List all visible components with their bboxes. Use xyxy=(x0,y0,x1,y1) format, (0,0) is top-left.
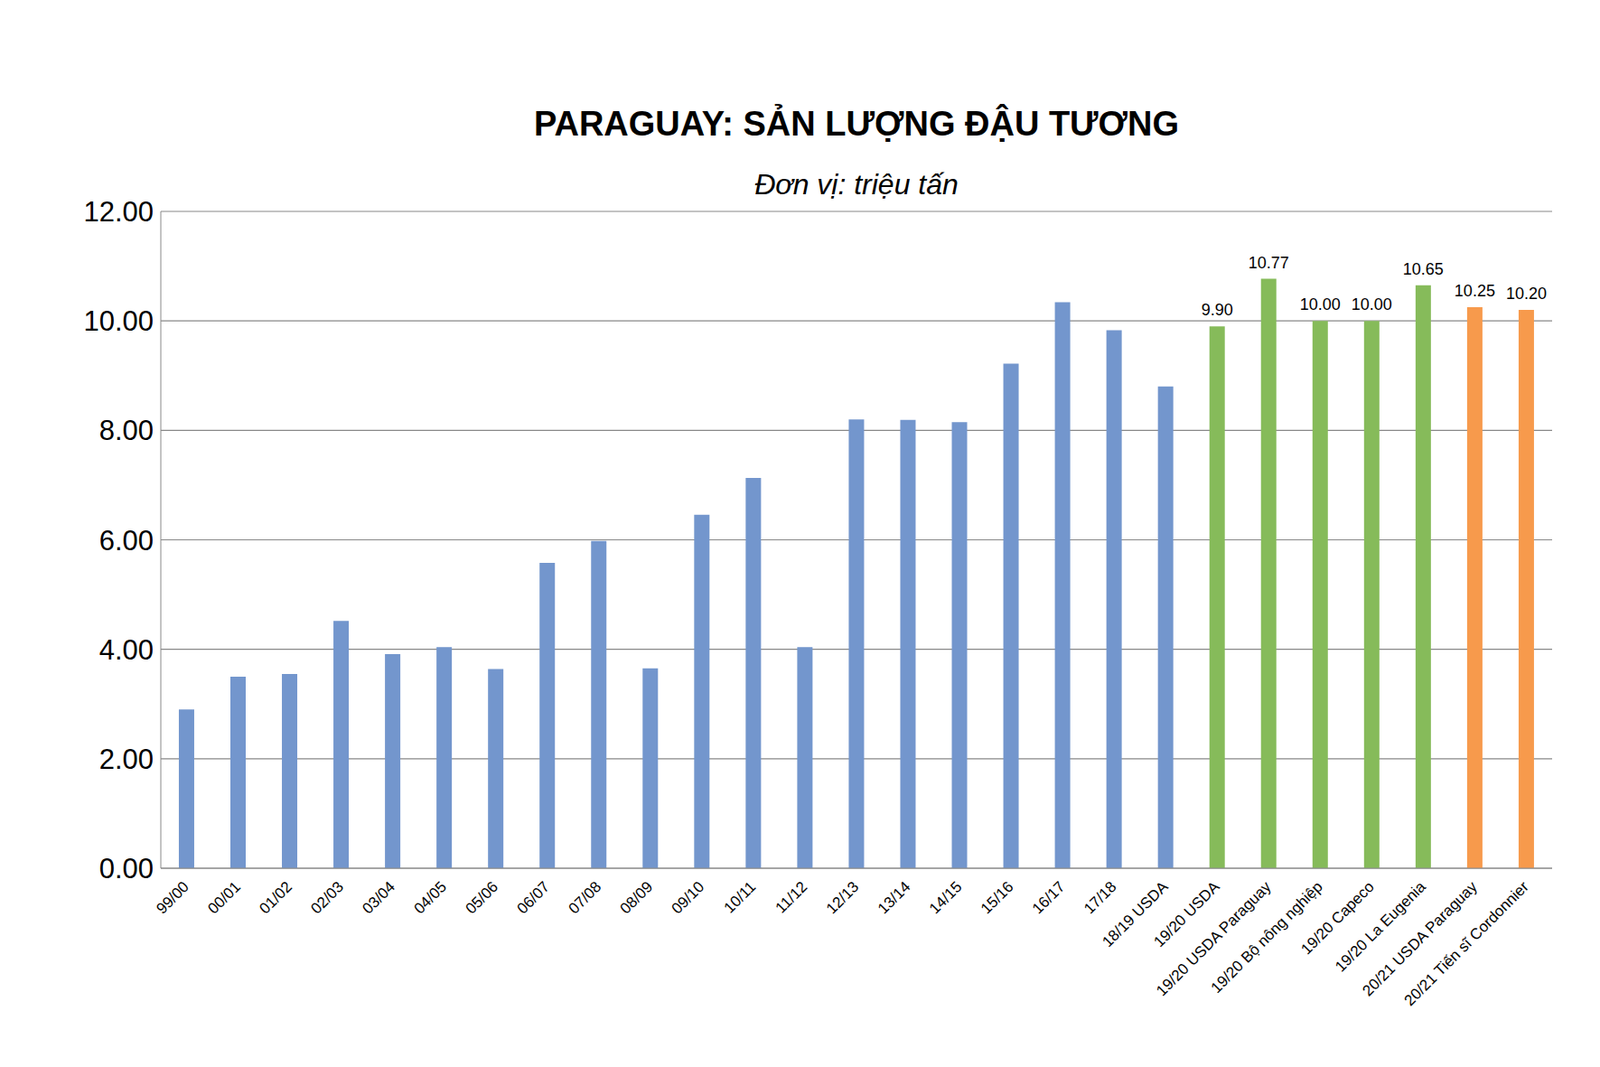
svg-text:17/18: 17/18 xyxy=(1080,878,1121,918)
svg-text:10.00: 10.00 xyxy=(1300,295,1341,314)
svg-text:12/13: 12/13 xyxy=(823,878,863,918)
svg-text:04/05: 04/05 xyxy=(411,878,451,918)
svg-text:13/14: 13/14 xyxy=(874,878,915,918)
svg-text:20/21 Tiến sĩ Cordonnier: 20/21 Tiến sĩ Cordonnier xyxy=(1401,878,1533,1010)
svg-text:10.25: 10.25 xyxy=(1454,281,1496,300)
svg-text:06/07: 06/07 xyxy=(514,878,554,918)
svg-text:19/20 USDA Paraguay: 19/20 USDA Paraguay xyxy=(1153,878,1275,1000)
svg-text:19/20 USDA: 19/20 USDA xyxy=(1150,878,1223,951)
svg-text:15/16: 15/16 xyxy=(977,878,1018,918)
svg-text:10.20: 10.20 xyxy=(1506,284,1547,303)
svg-text:16/17: 16/17 xyxy=(1029,878,1069,918)
svg-text:10/11: 10/11 xyxy=(720,878,760,917)
svg-text:09/10: 09/10 xyxy=(668,878,709,918)
svg-text:03/04: 03/04 xyxy=(359,878,400,918)
svg-text:10.77: 10.77 xyxy=(1248,253,1290,272)
svg-text:02/03: 02/03 xyxy=(307,878,347,918)
svg-text:19/20 Capeco: 19/20 Capeco xyxy=(1297,878,1378,958)
html-text:Đơn vị: triệu tấn: Đơn vị: triệu tấn xyxy=(754,168,959,201)
svg-text:9.90: 9.90 xyxy=(1201,300,1234,319)
svg-text:00/01: 00/01 xyxy=(204,878,244,918)
svg-text:01/02: 01/02 xyxy=(255,878,296,918)
svg-text:11/12: 11/12 xyxy=(772,878,812,917)
svg-text:10.65: 10.65 xyxy=(1403,260,1444,279)
svg-text:0.00: 0.00 xyxy=(99,852,154,885)
svg-text:07/08: 07/08 xyxy=(565,878,606,918)
svg-text:18/19 USDA: 18/19 USDA xyxy=(1098,878,1172,951)
html-text:PARAGUAY: SẢN LƯỢNG ĐẬU TƯƠNG: PARAGUAY: SẢN LƯỢNG ĐẬU TƯƠNG xyxy=(533,104,1179,143)
svg-text:4.00: 4.00 xyxy=(99,634,154,666)
svg-text:14/15: 14/15 xyxy=(926,878,966,918)
svg-text:10.00: 10.00 xyxy=(1351,295,1393,314)
svg-text:2.00: 2.00 xyxy=(99,743,154,776)
svg-text:19/20 Bộ nông nghiệp: 19/20 Bộ nông nghiệp xyxy=(1207,878,1326,997)
svg-text:19/20 La Eugenia: 19/20 La Eugenia xyxy=(1331,878,1430,976)
svg-text:08/09: 08/09 xyxy=(617,878,657,918)
svg-text:05/06: 05/06 xyxy=(462,878,503,918)
svg-text:10.00: 10.00 xyxy=(83,305,154,337)
svg-text:12.00: 12.00 xyxy=(83,196,154,228)
svg-text:8.00: 8.00 xyxy=(99,414,154,447)
svg-text:99/00: 99/00 xyxy=(152,878,193,918)
svg-text:20/21 USDA Paraguay: 20/21 USDA Paraguay xyxy=(1359,878,1481,1000)
svg-text:6.00: 6.00 xyxy=(99,524,154,557)
